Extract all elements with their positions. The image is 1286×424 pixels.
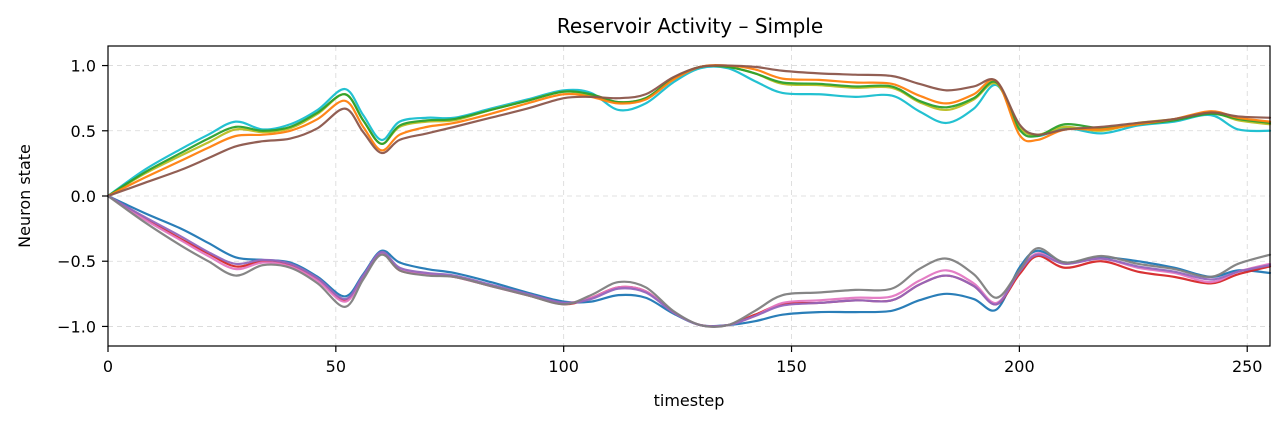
axis-ticks: 0 50 100 150 200 250 1.0 0.5 0.0 −0.5 −1.0: [57, 57, 1262, 376]
y-tick-label: 0.5: [71, 122, 96, 141]
series-line-upper-4: [106, 64, 1272, 198]
series-line-upper-5: [106, 64, 1272, 198]
x-tick-label: 0: [103, 357, 113, 376]
y-tick-label: 1.0: [71, 57, 96, 76]
y-tick-label: 0.0: [71, 187, 96, 206]
y-tick-label: −0.5: [57, 252, 96, 271]
y-axis-label: Neuron state: [15, 144, 34, 248]
x-axis-label: timestep: [654, 391, 725, 410]
x-tick-label: 100: [548, 357, 579, 376]
x-tick-label: 200: [1004, 357, 1035, 376]
y-tick-label: −1.0: [57, 317, 96, 336]
x-tick-label: 150: [776, 357, 807, 376]
series-line-lower-1: [106, 194, 1272, 328]
series-line-lower-5: [106, 194, 1272, 329]
grid: [107, 46, 1270, 346]
x-tick-label: 50: [326, 357, 346, 376]
chart-title: Reservoir Activity – Simple: [557, 14, 823, 38]
x-tick-label: 250: [1232, 357, 1263, 376]
series-group: [106, 64, 1272, 329]
